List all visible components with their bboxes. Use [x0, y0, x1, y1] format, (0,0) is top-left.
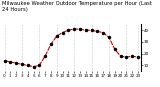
- Text: Milwaukee Weather Outdoor Temperature per Hour (Last 24 Hours): Milwaukee Weather Outdoor Temperature pe…: [2, 1, 152, 12]
